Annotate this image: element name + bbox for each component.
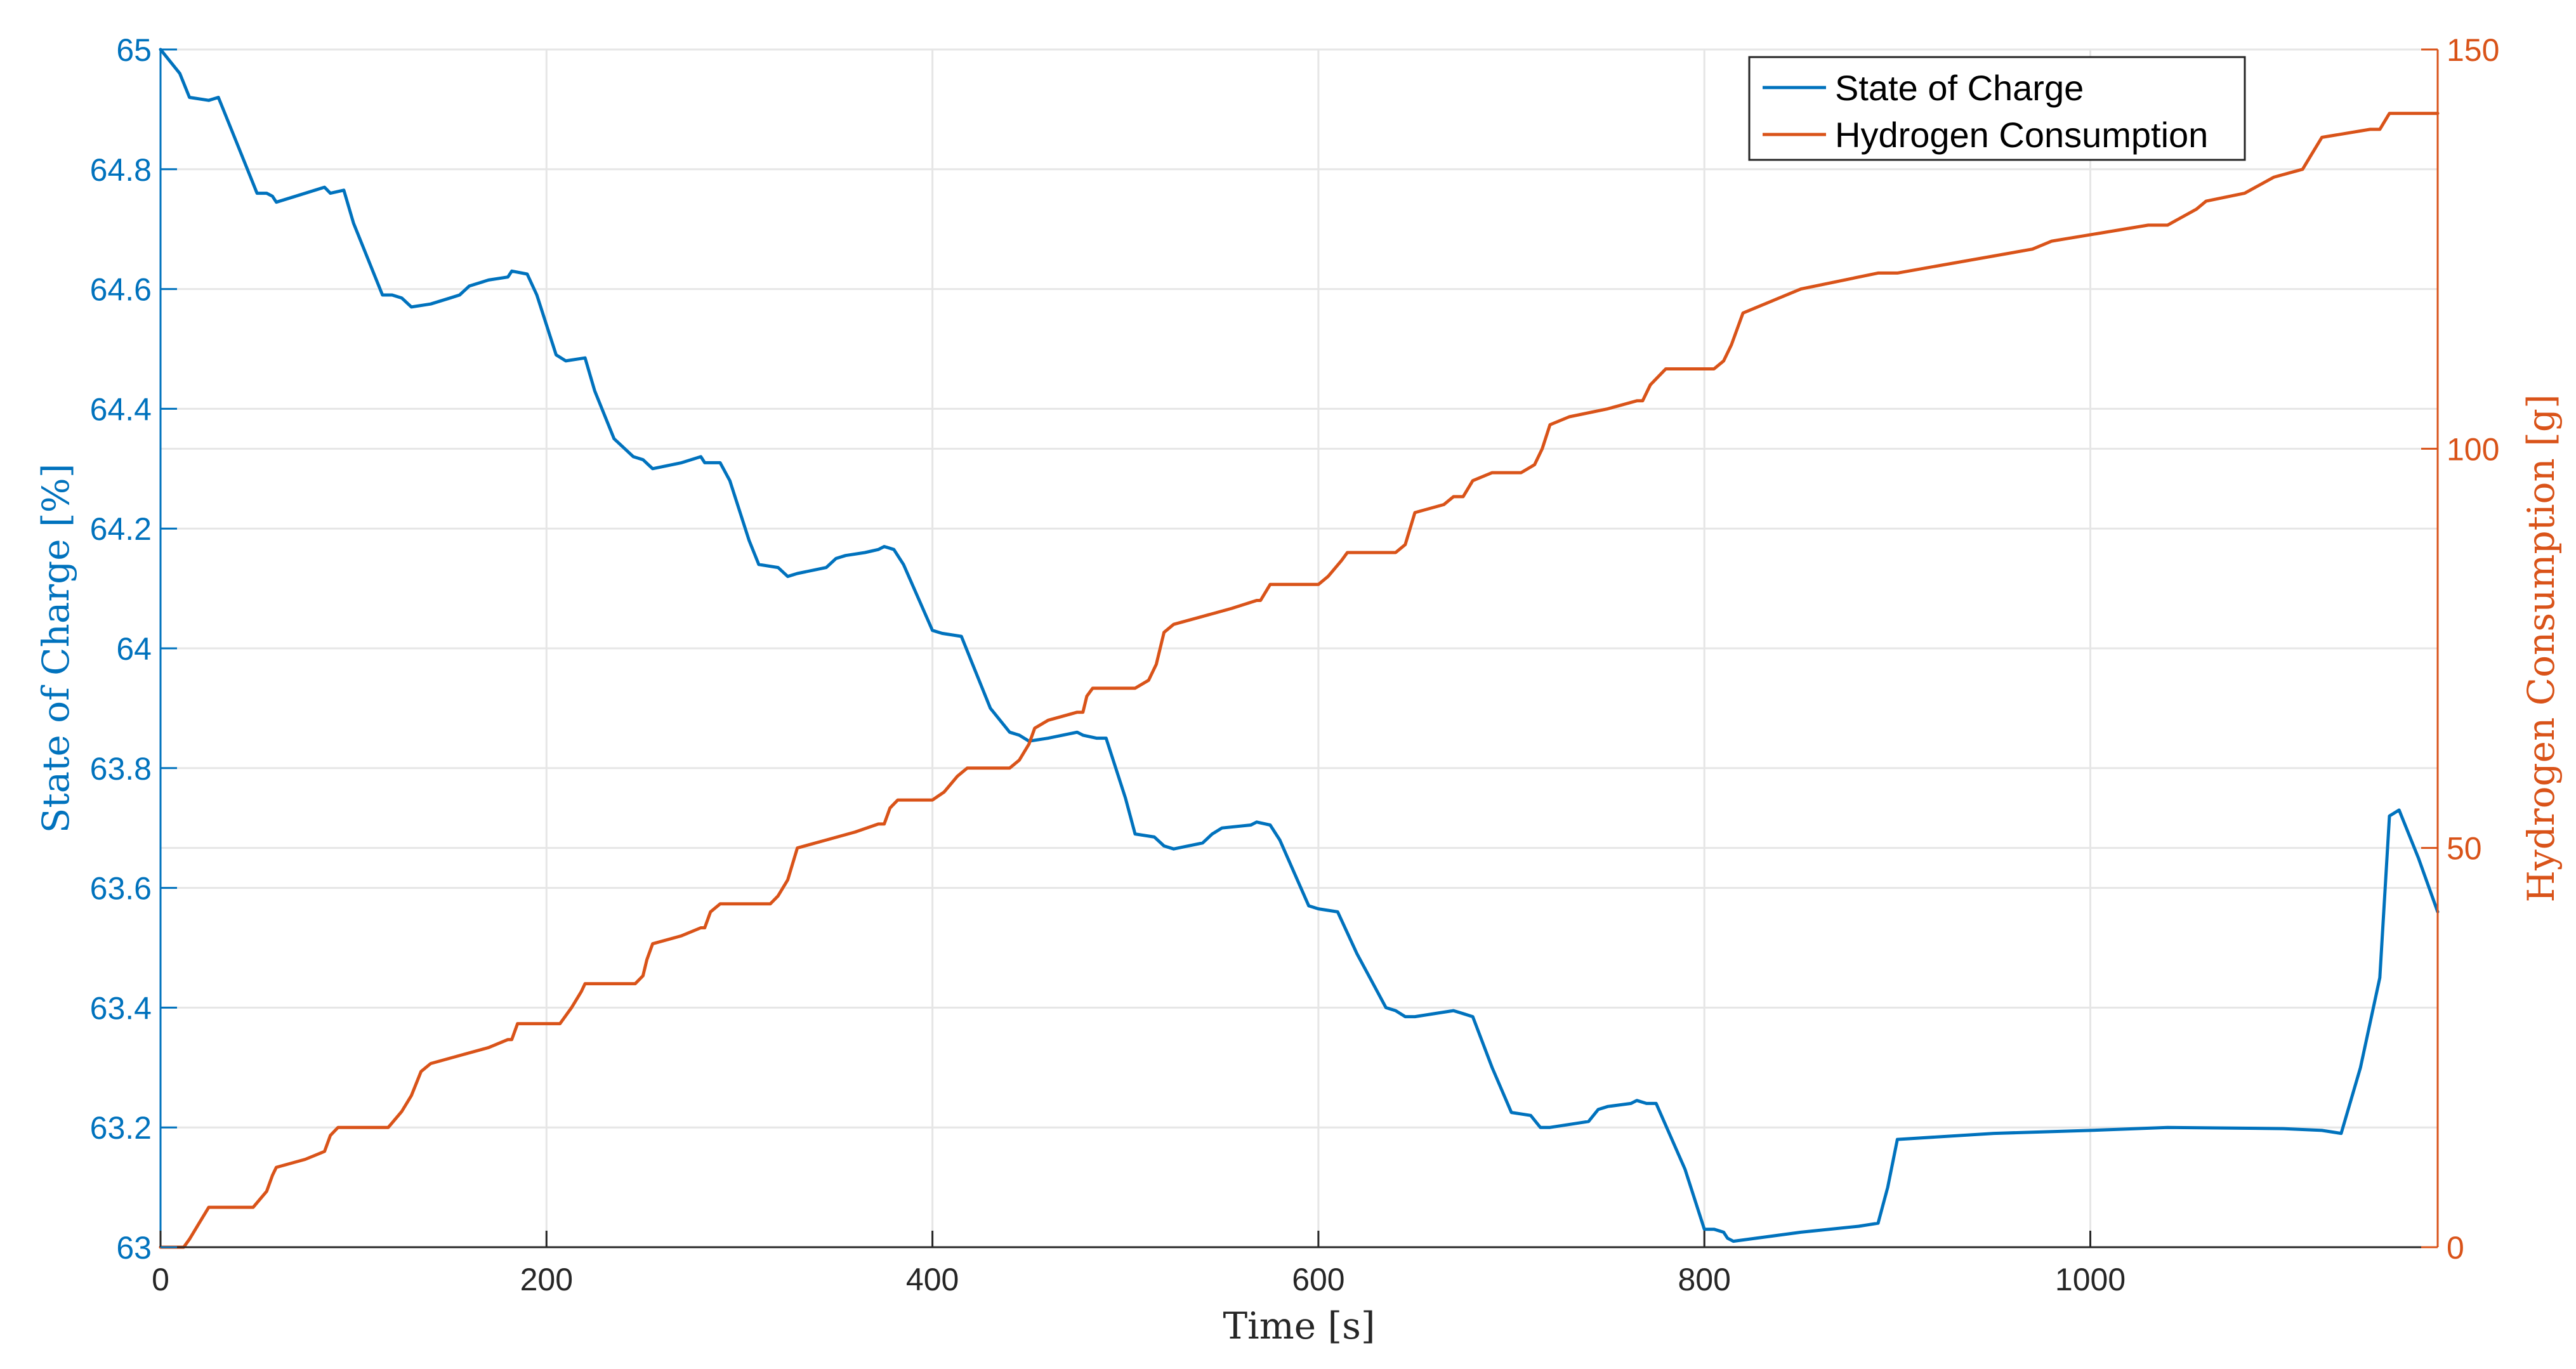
series-layer	[159, 48, 2440, 1249]
y-left-tick-label-64.6: 64.6	[90, 272, 152, 308]
y-right-tick-label-50: 50	[2447, 831, 2482, 867]
y-left-tick-label-63.8: 63.8	[90, 751, 152, 787]
y-left-tick-label-64.8: 64.8	[90, 152, 152, 188]
x-tick-label-600: 600	[1292, 1262, 1344, 1297]
series-line-state-of-charge	[159, 48, 2440, 1243]
y-right-tick-label-100: 100	[2447, 431, 2499, 467]
x-tick-label-200: 200	[520, 1262, 573, 1297]
y-left-tick-label-65: 65	[116, 32, 152, 68]
legend-label-state-of-charge: State of Charge	[1835, 68, 2084, 108]
y-axis-left-label: State of Charge [%]	[34, 464, 77, 834]
x-tick-label-800: 800	[1678, 1262, 1731, 1297]
y-axis-right-label: Hydrogen Consumption [g]	[2520, 394, 2563, 902]
axes: 0 200 400 600 800 10006363.263.463.663.86464.…	[90, 32, 2500, 1297]
y-left-tick-label-64: 64	[116, 631, 152, 667]
y-right-tick-label-150: 150	[2447, 32, 2499, 68]
y-left-tick-label-63.4: 63.4	[90, 990, 152, 1026]
y-left-tick-label-64.2: 64.2	[90, 511, 152, 547]
x-tick-label-1000: 1000	[2055, 1262, 2126, 1297]
x-tick-label-400: 400	[906, 1262, 959, 1297]
x-axis-label: Time [s]	[1223, 1304, 1375, 1347]
y-left-tick-label-64.4: 64.4	[90, 391, 152, 427]
legend-label-hydrogen-consumption: Hydrogen Consumption	[1835, 115, 2208, 155]
y-left-tick-label-63: 63	[116, 1230, 152, 1266]
y-right-tick-label-0: 0	[2447, 1230, 2464, 1266]
series-line-hydrogen-consumption	[159, 112, 2440, 1249]
y-left-tick-label-63.6: 63.6	[90, 871, 152, 907]
y-left-tick-label-63.2: 63.2	[90, 1110, 152, 1146]
legend-box	[1748, 56, 2246, 161]
legend: State of Charge Hydrogen Consumption	[1748, 56, 2246, 161]
x-tick-label-0: 0	[152, 1262, 169, 1297]
